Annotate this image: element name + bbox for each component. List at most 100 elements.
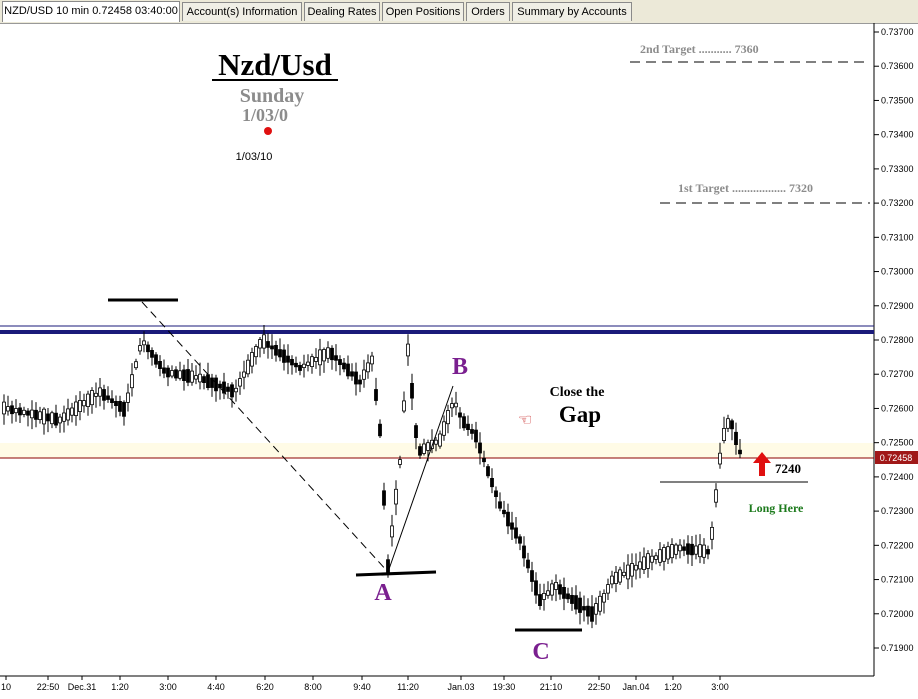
candle-body [262, 334, 266, 349]
candle-body [642, 556, 646, 571]
price-tick-label: 0.72800 [881, 335, 914, 345]
price-tick-label: 0.73500 [881, 95, 914, 105]
candle-body [194, 375, 198, 380]
candle-body [546, 590, 550, 596]
price-tick-label: 0.72500 [881, 438, 914, 448]
price-tick-label: 0.73400 [881, 130, 914, 140]
candle-body [714, 489, 718, 503]
candle-body [282, 349, 286, 363]
price-tick-label: 0.73300 [881, 164, 914, 174]
candle-body [734, 431, 738, 445]
candle-body [2, 401, 6, 415]
candle-body [558, 584, 562, 595]
candle-body [602, 593, 606, 603]
tab-account-information[interactable]: Account(s) Information [182, 2, 302, 21]
candle-body [258, 339, 262, 349]
target1-label: 1st Target .................. 7320 [678, 181, 813, 195]
candle-body [706, 549, 710, 555]
candle-body [446, 410, 450, 425]
time-tick-label: 21:10 [540, 682, 563, 692]
price-tick-label: 0.71900 [881, 643, 914, 653]
candle-body [30, 409, 34, 419]
price-tick-label: 0.72600 [881, 403, 914, 413]
candle-body [418, 446, 422, 456]
pointing-hand-icon: ☜ [518, 412, 532, 429]
tab-summary-by-accounts[interactable]: Summary by Accounts [512, 2, 632, 21]
candle-body [662, 547, 666, 562]
candle-body [138, 345, 142, 352]
candle-body [266, 341, 270, 348]
candle-body [678, 544, 682, 552]
candle-body [382, 490, 386, 506]
ab-leg-line [387, 385, 454, 573]
price-tick-label: 0.72400 [881, 472, 914, 482]
candle-body [722, 427, 726, 441]
tab-bar: NZD/USD 10 min 0.72458 03:40:00 Account(… [0, 0, 918, 24]
candle-body [286, 355, 290, 363]
candle-body [570, 595, 574, 604]
price-tick-label: 0.72200 [881, 540, 914, 550]
candle-body [146, 344, 150, 353]
candle-body [274, 344, 278, 356]
candle-body [470, 429, 474, 434]
time-axis: 10 22:50 Dec.31 1:20 3:00 4:40 6:20 8:00 9:40 11:… [1, 676, 729, 692]
candle-body [350, 371, 354, 377]
candle-body [78, 399, 82, 412]
candle-body [386, 559, 390, 573]
candle-body [366, 362, 370, 373]
candle-body [614, 571, 618, 584]
candle-body [698, 544, 702, 558]
candle-body [550, 583, 554, 596]
price-tick-label: 0.72700 [881, 369, 914, 379]
candle-body [58, 416, 62, 424]
candle-body [46, 413, 50, 422]
candle-body [322, 349, 326, 362]
candle-body [530, 570, 534, 582]
candle-body [342, 362, 346, 370]
candle-body [86, 393, 90, 408]
candle-body [130, 374, 134, 389]
candle-body [422, 443, 426, 454]
candle-body [630, 563, 634, 577]
candle-body [186, 369, 190, 383]
candle-body [70, 407, 74, 416]
candle-body [454, 402, 458, 408]
candle-body [534, 580, 538, 596]
candle-body [582, 606, 586, 611]
candle-body [398, 459, 402, 465]
point-a-label: A [374, 580, 392, 606]
candle-body [118, 400, 122, 412]
candle-body [506, 511, 510, 527]
candle-body [402, 400, 406, 412]
candle-body [182, 369, 186, 381]
candle-body [526, 559, 530, 569]
candles [2, 325, 742, 629]
candle-body [646, 553, 650, 569]
price-chart[interactable]: 0.71900 0.72000 0.72100 0.72200 0.72300 0.724… [0, 23, 918, 699]
candle-body [710, 527, 714, 540]
candle-body [162, 367, 166, 374]
tab-nzdusd-chart[interactable]: NZD/USD 10 min 0.72458 03:40:00 [2, 1, 180, 22]
candle-body [278, 349, 282, 358]
candle-body [718, 452, 722, 465]
tab-orders[interactable]: Orders [466, 2, 510, 21]
tab-open-positions[interactable]: Open Positions [382, 2, 464, 21]
candle-body [106, 395, 110, 400]
price-tick-label: 0.73200 [881, 198, 914, 208]
candle-body [694, 545, 698, 555]
tab-dealing-rates[interactable]: Dealing Rates [304, 2, 380, 21]
candle-body [234, 387, 238, 393]
candle-body [178, 370, 182, 379]
price-tick-label: 0.72100 [881, 575, 914, 585]
date-large-text: 1/03/0 [242, 105, 288, 125]
price-tick-label: 0.73100 [881, 232, 914, 242]
time-tick-label: 22:50 [588, 682, 611, 692]
price-tick-label: 0.72300 [881, 506, 914, 516]
candle-body [54, 412, 58, 426]
date-small-text: 1/03/10 [236, 151, 273, 163]
price-tick-label: 0.73000 [881, 267, 914, 277]
candle-body [738, 449, 742, 455]
time-tick-label: Dec.31 [68, 682, 97, 692]
price-tick-label: 0.72900 [881, 301, 914, 311]
current-price-badge [875, 451, 918, 464]
